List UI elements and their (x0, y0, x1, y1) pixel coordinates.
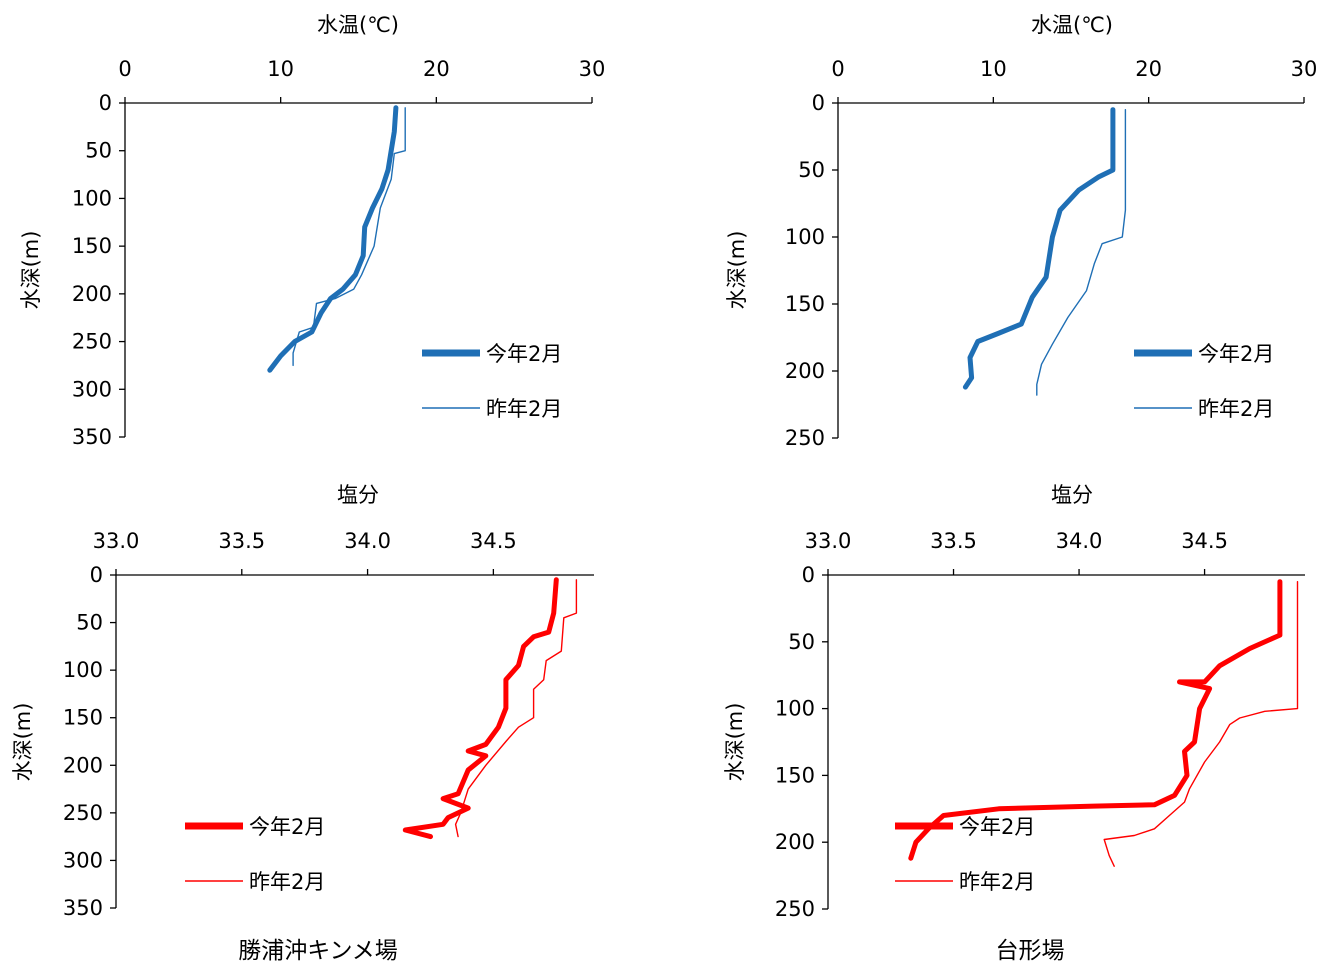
x-axis-ticks: 0 10 20 30 (118, 57, 605, 103)
caption: 勝浦沖キンメ場 (238, 938, 398, 964)
series-lines (962, 107, 1127, 396)
axes (115, 574, 594, 908)
y-tick-label: 200 (775, 830, 815, 854)
y-tick-label: 250 (785, 426, 825, 450)
y-tick-label: 100 (785, 225, 825, 249)
series-line-this-year (267, 105, 399, 373)
y-axis-ticks: 0 50 100 150 200 250 300 350 (63, 563, 116, 920)
y-axis-title: 水深(m) (19, 231, 43, 310)
x-axis-title: 水温(℃) (1031, 13, 1113, 37)
series-line-this-year (402, 577, 559, 840)
y-axis-title: 水深(m) (723, 703, 747, 782)
y-tick-label: 250 (72, 330, 112, 354)
series-line-last-year (1103, 581, 1299, 867)
y-tick-label: 0 (99, 91, 112, 115)
legend-label: 今年2月 (249, 815, 325, 839)
x-tick-label: 10 (267, 57, 294, 81)
x-tick-label: 10 (980, 57, 1007, 81)
x-tick-label: 0 (118, 57, 131, 81)
legend-label: 今年2月 (1198, 342, 1274, 366)
y-axis-ticks: 0 50 100 150 200 250 (775, 563, 828, 921)
y-axis-ticks: 0 50 100 150 200 250 300 350 (72, 91, 125, 449)
x-axis-title: 塩分 (337, 483, 379, 507)
y-tick-label: 0 (802, 563, 815, 587)
legend-label: 今年2月 (486, 342, 562, 366)
x-tick-label: 34.5 (470, 529, 517, 553)
temperature-chart-katsuura: 水温(℃) 水深(m) 0 10 20 30 0 50 100 150 200 250 300 35… (19, 13, 605, 449)
y-axis-title: 水深(m) (11, 703, 35, 782)
x-tick-label: 30 (1291, 57, 1318, 81)
y-tick-label: 150 (785, 292, 825, 316)
y-tick-label: 150 (775, 763, 815, 787)
x-tick-label: 34.0 (1056, 529, 1103, 553)
legend-label: 昨年2月 (249, 870, 325, 894)
x-axis-title: 塩分 (1051, 483, 1093, 507)
y-tick-label: 50 (76, 611, 103, 635)
y-tick-label: 200 (63, 753, 103, 777)
y-tick-label: 50 (85, 139, 112, 163)
x-tick-label: 20 (1135, 57, 1162, 81)
x-tick-label: 34.5 (1181, 529, 1228, 553)
series-line-this-year (908, 579, 1283, 861)
series-line-last-year (1036, 108, 1127, 396)
x-tick-label: 20 (423, 57, 450, 81)
y-tick-label: 300 (72, 377, 112, 401)
series-lines (402, 577, 578, 840)
x-axis-title: 水温(℃) (317, 13, 399, 37)
series-lines (267, 105, 406, 373)
legend-label: 今年2月 (959, 815, 1035, 839)
legend-label: 昨年2月 (486, 397, 562, 421)
y-tick-label: 350 (63, 896, 103, 920)
series-line-last-year (454, 579, 578, 838)
y-tick-label: 0 (90, 563, 103, 587)
series-line-this-year (962, 107, 1116, 390)
axes (124, 102, 592, 437)
x-tick-label: 33.0 (93, 529, 140, 553)
y-tick-label: 350 (72, 425, 112, 449)
y-tick-label: 250 (775, 897, 815, 921)
legend-label: 昨年2月 (959, 870, 1035, 894)
x-axis-ticks: 33.0 33.5 34.0 34.5 (93, 529, 517, 575)
x-tick-label: 33.5 (930, 529, 977, 553)
y-tick-label: 100 (72, 186, 112, 210)
y-tick-label: 50 (798, 158, 825, 182)
x-tick-label: 33.0 (805, 529, 852, 553)
x-axis-ticks: 33.0 33.5 34.0 34.5 (805, 529, 1228, 575)
axes (827, 574, 1305, 909)
salinity-chart-katsuura: 塩分 水深(m) 33.0 33.5 34.0 34.5 0 50 100 150 200 25… (11, 483, 594, 964)
x-tick-label: 33.5 (218, 529, 265, 553)
y-tick-label: 200 (785, 359, 825, 383)
x-tick-label: 30 (579, 57, 606, 81)
x-axis-ticks: 0 10 20 30 (831, 57, 1317, 103)
y-tick-label: 150 (72, 234, 112, 258)
x-tick-label: 34.0 (344, 529, 391, 553)
y-axis-title: 水深(m) (725, 231, 749, 310)
caption: 台形場 (996, 938, 1065, 964)
series-lines (908, 579, 1299, 867)
y-tick-label: 150 (63, 706, 103, 730)
y-tick-label: 50 (788, 630, 815, 654)
temperature-chart-daikeiba: 水温(℃) 水深(m) 0 10 20 30 0 50 100 150 200 250 今年2月… (725, 13, 1317, 450)
legend-label: 昨年2月 (1198, 397, 1274, 421)
y-tick-label: 200 (72, 282, 112, 306)
axes (837, 102, 1304, 438)
series-line-last-year (292, 107, 406, 367)
x-tick-label: 0 (831, 57, 844, 81)
y-tick-label: 0 (812, 91, 825, 115)
y-tick-label: 250 (63, 801, 103, 825)
y-tick-label: 100 (63, 658, 103, 682)
y-axis-ticks: 0 50 100 150 200 250 (785, 91, 838, 450)
salinity-chart-daikeiba: 塩分 水深(m) 33.0 33.5 34.0 34.5 0 50 100 150 200 25… (723, 483, 1305, 964)
y-tick-label: 300 (63, 848, 103, 872)
y-tick-label: 100 (775, 697, 815, 721)
